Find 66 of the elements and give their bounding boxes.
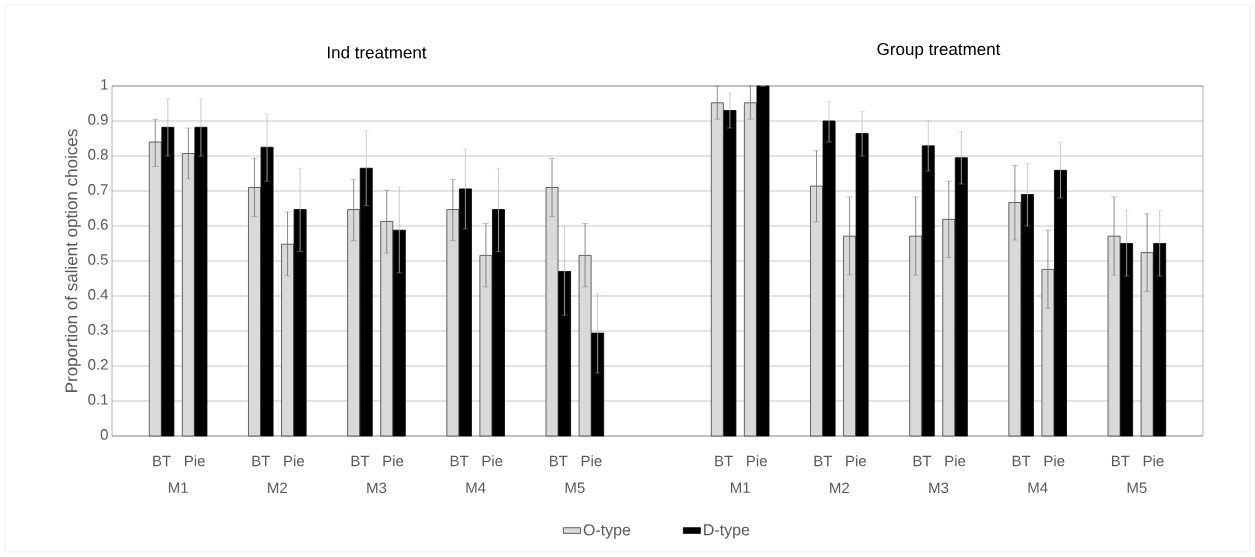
y-tick-label: 0 (100, 429, 108, 440)
x-tick-label: BT (450, 455, 469, 467)
bar (458, 188, 472, 437)
x-tick-label: BT (549, 455, 568, 467)
legend-label: O-type (583, 524, 631, 539)
text: Group treatment (877, 43, 1001, 59)
y-tick-label: 0.4 (88, 289, 109, 300)
bar (591, 332, 605, 437)
bar (921, 145, 935, 437)
text: M1 (730, 482, 750, 493)
text: M4 (1028, 482, 1048, 493)
bar (822, 120, 836, 437)
x-tick-label: Pie (383, 455, 404, 467)
x-tick-label: BT (1111, 455, 1130, 467)
bar (954, 157, 968, 437)
x-tick-label: BT (913, 455, 932, 467)
y-axis-title: Proportion of salient option choices (64, 129, 81, 392)
y-tick-label: 0.9 (88, 114, 108, 125)
x-tick-label: BT (814, 455, 833, 467)
x-tick-label: Pie (185, 455, 205, 467)
y-tick-label: 0.7 (88, 184, 108, 195)
x-tick-label: BT (153, 455, 171, 467)
text: M2 (830, 482, 849, 494)
text: Ind treatment (327, 45, 427, 59)
y-tick-label: 1 (101, 79, 108, 90)
y-tick-label: 0.3 (88, 324, 108, 335)
x-tick-label: BT (1012, 455, 1031, 467)
bar (260, 146, 274, 437)
text: M5 (565, 482, 585, 493)
text: M3 (367, 482, 387, 494)
bar (1153, 243, 1167, 437)
x-tick-label: BT (715, 455, 733, 467)
y-tick-label: 0.1 (88, 394, 108, 405)
bar (161, 126, 175, 437)
y-tick-label: 0.6 (88, 219, 108, 230)
text: M1 (168, 482, 188, 493)
x-tick-label: Pie (482, 455, 503, 467)
bar (558, 271, 572, 437)
bar (392, 229, 406, 437)
y-tick-label: 0.2 (88, 359, 108, 370)
bar (855, 133, 869, 437)
bar (293, 209, 307, 437)
x-tick-label: Pie (846, 455, 867, 467)
x-tick-label: Pie (945, 455, 966, 467)
bar (756, 85, 770, 437)
x-tick-label: Pie (747, 455, 767, 467)
text: M5 (1127, 482, 1147, 493)
text: M2 (268, 482, 287, 494)
x-tick-label: Pie (581, 455, 602, 467)
legend-label: D-type (704, 524, 750, 539)
y-tick-label: 0.8 (88, 149, 108, 160)
bar (1120, 243, 1134, 437)
bar (1054, 169, 1067, 437)
x-tick-label: Pie (1044, 455, 1065, 467)
x-tick-label: BT (252, 455, 271, 467)
bar (492, 209, 505, 437)
x-tick-label: Pie (1143, 455, 1164, 467)
x-tick-label: Pie (284, 455, 304, 467)
bar (723, 110, 737, 437)
y-tick-label: 0.5 (88, 254, 108, 265)
x-tick-label: BT (351, 455, 370, 467)
text: M4 (466, 482, 486, 493)
bar (1021, 194, 1034, 437)
bar (194, 126, 208, 437)
text: M3 (929, 482, 949, 494)
bar (359, 167, 373, 437)
